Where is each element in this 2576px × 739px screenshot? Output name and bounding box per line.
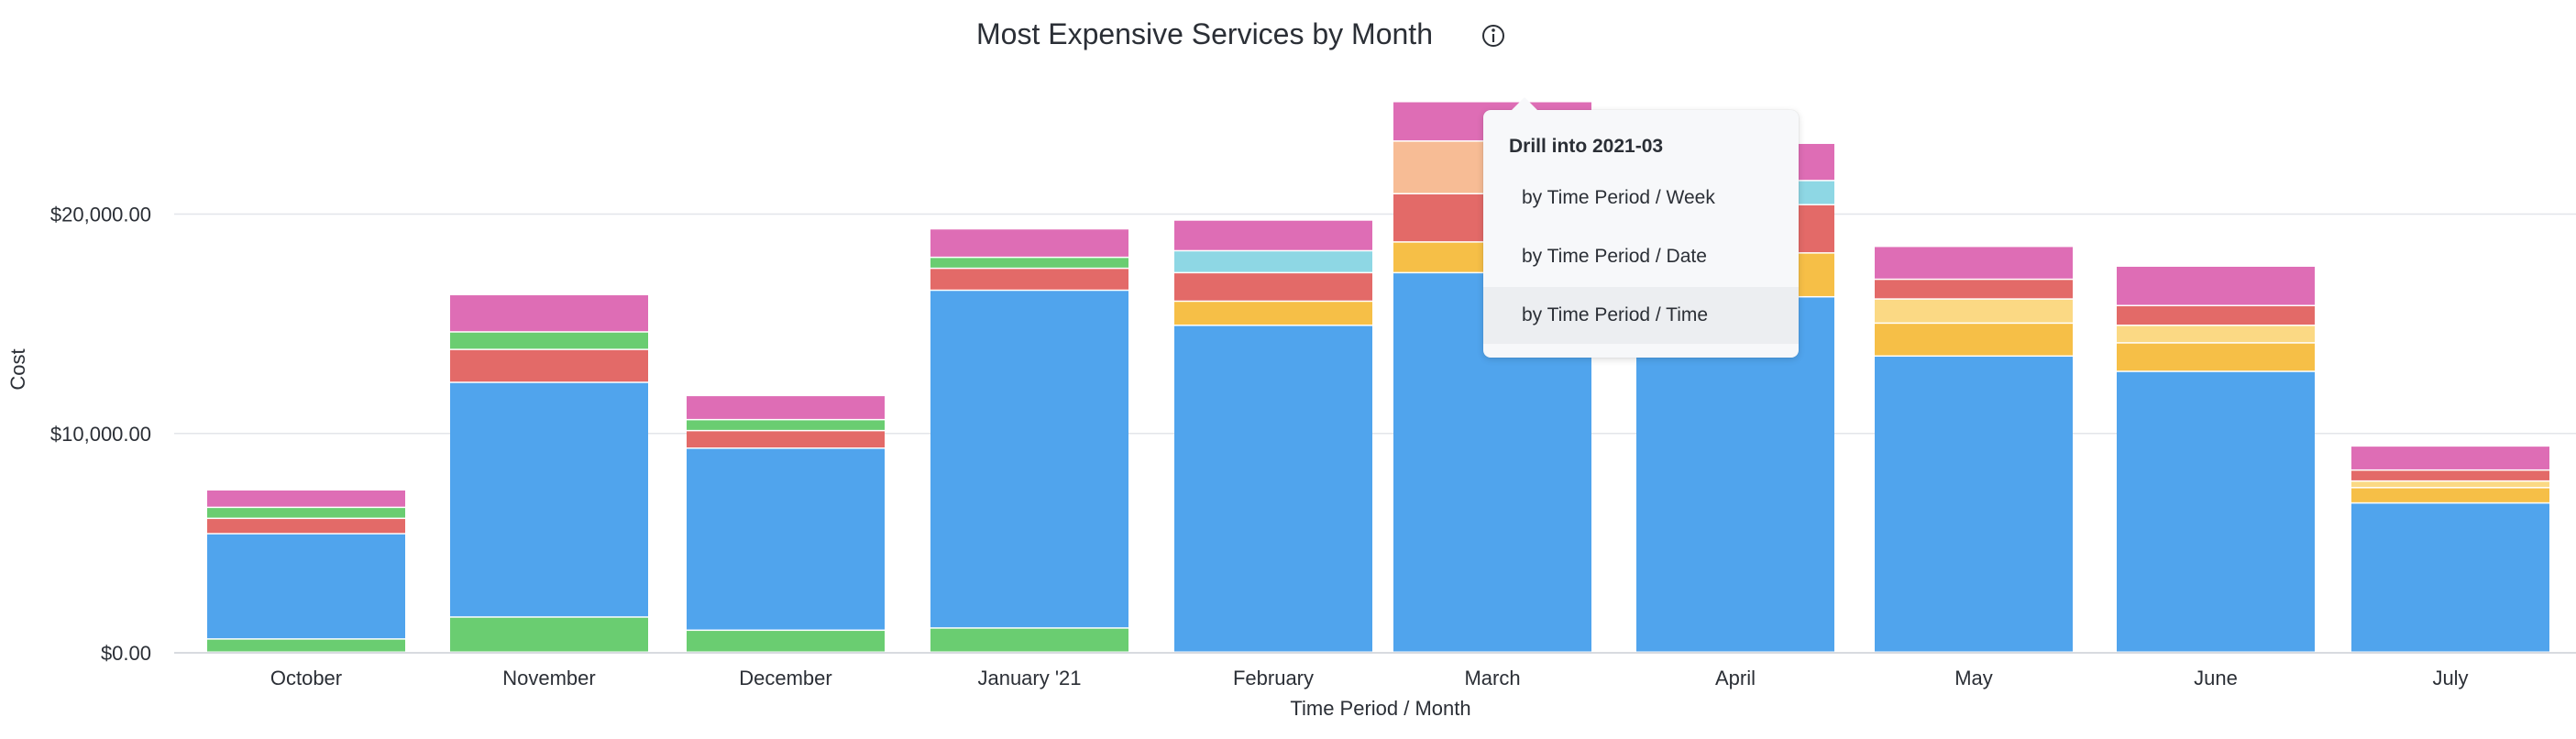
- drill-option-time[interactable]: by Time Period / Time: [1483, 287, 1799, 344]
- bar-segment[interactable]: [2117, 306, 2315, 325]
- bar-segment[interactable]: [207, 534, 405, 639]
- x-tick-label: October: [270, 667, 342, 689]
- x-tick-label: March: [1464, 667, 1520, 689]
- y-axis-label: Cost: [6, 348, 29, 390]
- bar-segment[interactable]: [1174, 273, 1372, 301]
- info-icon[interactable]: [1482, 25, 1504, 47]
- bar-segment[interactable]: [687, 448, 885, 630]
- bar-segment[interactable]: [207, 519, 405, 534]
- drill-option-week[interactable]: by Time Period / Week: [1522, 187, 1715, 208]
- bar-segment[interactable]: [450, 349, 648, 382]
- bar-segment[interactable]: [1875, 357, 2073, 652]
- x-tick-label: January '21: [977, 667, 1081, 689]
- bar-segment[interactable]: [687, 396, 885, 419]
- x-axis-label: Time Period / Month: [1290, 697, 1470, 720]
- bar-segment[interactable]: [930, 269, 1128, 290]
- x-tick-label: May: [1954, 667, 1993, 689]
- x-axis-ticks: October November December January '21 Februa…: [270, 667, 2469, 689]
- drill-popup: Drill into 2021-03 by Time Period / Week…: [1483, 97, 1799, 358]
- bar-segment[interactable]: [2117, 325, 2315, 343]
- x-tick-label: July: [2432, 667, 2468, 689]
- bar-segment[interactable]: [2351, 470, 2549, 480]
- bar-segment[interactable]: [1875, 299, 2073, 323]
- bar-segment[interactable]: [1875, 247, 2073, 279]
- bar-segment[interactable]: [2117, 343, 2315, 371]
- bars: [207, 102, 2549, 652]
- y-tick-label: $20,000.00: [50, 204, 151, 226]
- bar-segment[interactable]: [450, 332, 648, 349]
- bar-segment[interactable]: [687, 420, 885, 430]
- y-tick-label: $10,000.00: [50, 423, 151, 446]
- bar-segment[interactable]: [2351, 503, 2549, 652]
- bar-segment[interactable]: [450, 295, 648, 332]
- bar-segment[interactable]: [1174, 325, 1372, 652]
- bar-segment[interactable]: [207, 508, 405, 518]
- bar-segment[interactable]: [1875, 324, 2073, 356]
- bar-segment[interactable]: [930, 229, 1128, 257]
- bar-segment[interactable]: [687, 631, 885, 652]
- x-tick-label: November: [502, 667, 595, 689]
- bar-segment[interactable]: [930, 258, 1128, 268]
- x-tick-label: February: [1233, 667, 1314, 689]
- bar-segment[interactable]: [2117, 266, 2315, 305]
- drill-popup-title: Drill into 2021-03: [1509, 136, 1664, 157]
- bar-segment[interactable]: [1875, 280, 2073, 299]
- bar-segment[interactable]: [1174, 302, 1372, 325]
- popup-arrow: [1511, 97, 1538, 111]
- bar-segment[interactable]: [1174, 251, 1372, 272]
- bar-segment[interactable]: [2351, 488, 2549, 502]
- y-tick-label: $0.00: [101, 642, 151, 665]
- bar-segment[interactable]: [930, 628, 1128, 652]
- y-axis-ticks: $0.00 $10,000.00 $20,000.00: [50, 204, 151, 665]
- bar-segment[interactable]: [207, 490, 405, 507]
- x-tick-label: December: [739, 667, 831, 689]
- bar-segment[interactable]: [2117, 371, 2315, 652]
- bar-segment[interactable]: [687, 431, 885, 448]
- chart-title: Most Expensive Services by Month: [976, 17, 1433, 50]
- bar-segment[interactable]: [450, 617, 648, 652]
- x-tick-label: June: [2194, 667, 2238, 689]
- bar-segment[interactable]: [930, 291, 1128, 628]
- bar-segment[interactable]: [2351, 447, 2549, 469]
- bar-segment[interactable]: [2351, 481, 2549, 488]
- drill-option-date[interactable]: by Time Period / Date: [1522, 246, 1707, 267]
- x-tick-label: April: [1715, 667, 1756, 689]
- bar-segment[interactable]: [207, 639, 405, 652]
- bar-segment[interactable]: [1174, 220, 1372, 250]
- bar-segment[interactable]: [450, 382, 648, 617]
